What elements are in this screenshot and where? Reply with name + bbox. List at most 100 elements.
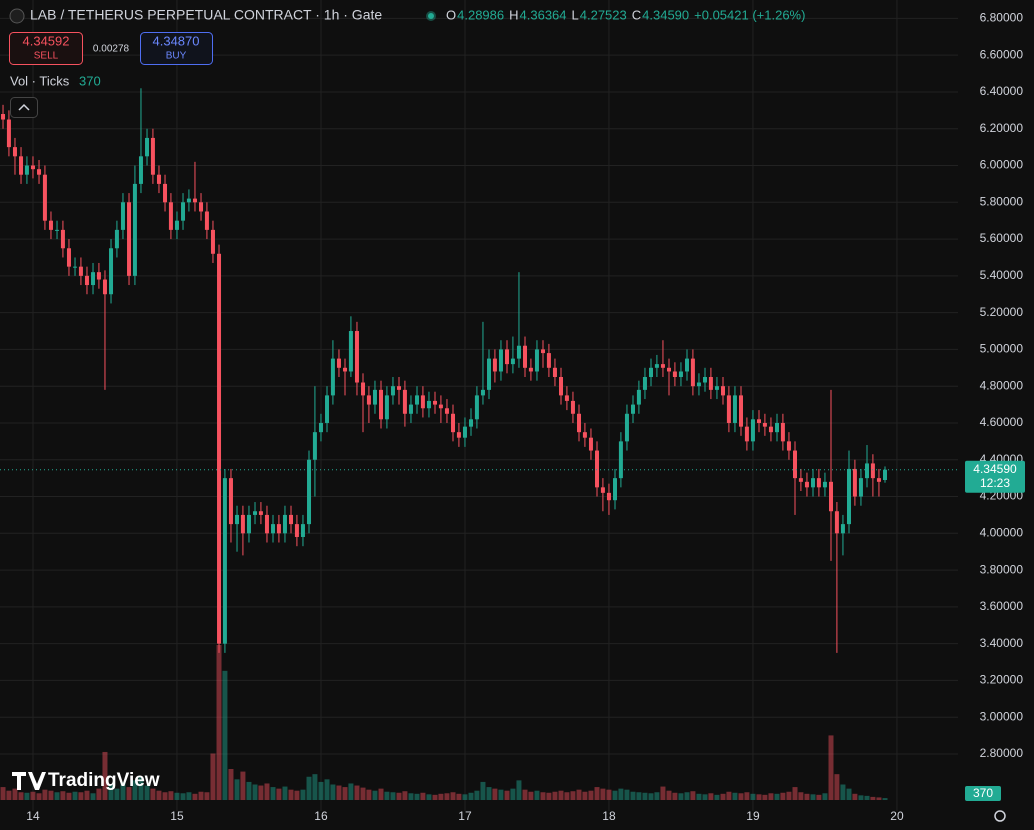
candle-body	[282, 514, 287, 534]
sell-button[interactable]	[9, 32, 83, 65]
candle-body	[528, 367, 533, 372]
volume-bar	[804, 793, 810, 800]
y-tick-label: 5.40000	[980, 268, 1024, 282]
volume-bar	[720, 793, 726, 800]
volume-bar	[522, 789, 528, 800]
sell-price: 4.34592	[23, 33, 70, 48]
candle-body	[120, 202, 125, 230]
volume-bar	[48, 790, 54, 800]
volume-label: Vol · Ticks	[10, 73, 70, 88]
volume-bar	[696, 793, 702, 800]
candle-body	[636, 389, 641, 405]
volume-bar	[702, 794, 708, 800]
buy-price: 4.34870	[153, 33, 200, 48]
volume-bar	[468, 792, 474, 800]
candle-body	[570, 400, 575, 414]
candle-body	[55, 229, 60, 231]
volume-bar	[414, 793, 420, 800]
candle-body	[582, 432, 587, 438]
volume-bar	[576, 789, 582, 800]
volume-bar	[324, 779, 330, 800]
volume-bar	[732, 792, 738, 800]
volume-bar	[264, 783, 270, 800]
candle-body	[102, 279, 107, 295]
candle-body	[379, 389, 384, 420]
volume-bar	[108, 784, 114, 800]
candle-body	[606, 492, 611, 501]
candle-body	[84, 275, 89, 286]
volume-bar	[708, 793, 714, 800]
volume-bar	[858, 795, 864, 800]
candle-body	[210, 229, 215, 254]
candle-body	[114, 229, 119, 249]
ohlc-value: 4.27523	[580, 7, 627, 22]
volume-bar	[180, 793, 186, 800]
candle-body	[343, 367, 348, 372]
candle-body	[289, 514, 294, 525]
volume-bar	[816, 794, 822, 800]
candle-body	[228, 478, 233, 525]
y-tick-label: 5.20000	[980, 305, 1024, 319]
candle-body	[217, 253, 222, 644]
last-price-label: 4.34590	[973, 462, 1017, 476]
candle-body	[858, 478, 863, 497]
volume-bar	[408, 793, 414, 800]
volume-bar	[78, 792, 84, 800]
collapse-button[interactable]	[10, 97, 38, 118]
candle-body	[786, 441, 791, 451]
candle-body	[546, 353, 551, 368]
candle-body	[780, 422, 785, 442]
candle-body	[60, 229, 65, 249]
volume-bar	[786, 791, 792, 800]
candle-body	[672, 371, 677, 377]
buy-button[interactable]	[140, 32, 213, 65]
candle-body	[433, 400, 438, 405]
candle-body	[174, 220, 179, 230]
volume-bar	[126, 787, 132, 800]
ohlc-value: 4.28986	[457, 7, 504, 22]
volume-bar	[528, 791, 534, 800]
volume-bar	[654, 792, 660, 800]
candle-body	[438, 404, 443, 409]
volume-bar	[306, 776, 312, 800]
candle-body	[91, 272, 96, 286]
volume-bar	[90, 793, 96, 800]
candle-body	[690, 358, 695, 387]
volume-bar	[480, 781, 486, 800]
settings-icon[interactable]	[994, 810, 1006, 822]
volume-bar	[630, 791, 636, 800]
candle-body	[678, 371, 683, 377]
volume-bar	[666, 790, 672, 800]
ohlc-legend: O 4.28986 H 4.36364 L 4.27523 C 4.34590 +0.05421…	[446, 7, 805, 22]
candle-body	[312, 432, 317, 460]
volume-bar	[66, 792, 72, 800]
candle-body	[42, 174, 47, 221]
volume-bar	[192, 793, 198, 800]
volume-bar	[54, 792, 60, 800]
volume-pane	[0, 645, 888, 800]
candle-body	[613, 478, 618, 501]
volume-bar	[246, 781, 252, 800]
candle-body	[336, 358, 341, 368]
volume-bar	[444, 793, 450, 800]
volume-value-box	[965, 786, 1001, 801]
watermark: TradingView	[48, 770, 160, 791]
volume-bar	[186, 792, 192, 800]
volume-bar	[822, 793, 828, 800]
candle-body	[451, 413, 456, 433]
candle-body	[408, 404, 413, 414]
volume-bar	[792, 787, 798, 800]
volume-bar	[378, 788, 384, 800]
volume-bar	[330, 784, 336, 800]
volume-bar	[618, 788, 624, 800]
candle-body	[631, 404, 636, 414]
volume-bar	[162, 792, 168, 800]
symbol-icon	[9, 8, 25, 24]
candle-body	[420, 395, 425, 409]
volume-bar	[156, 790, 162, 800]
candle-body	[318, 422, 323, 433]
volume-bar	[288, 789, 294, 800]
volume-axis-label: 370	[973, 786, 993, 800]
candle-body	[384, 395, 389, 420]
